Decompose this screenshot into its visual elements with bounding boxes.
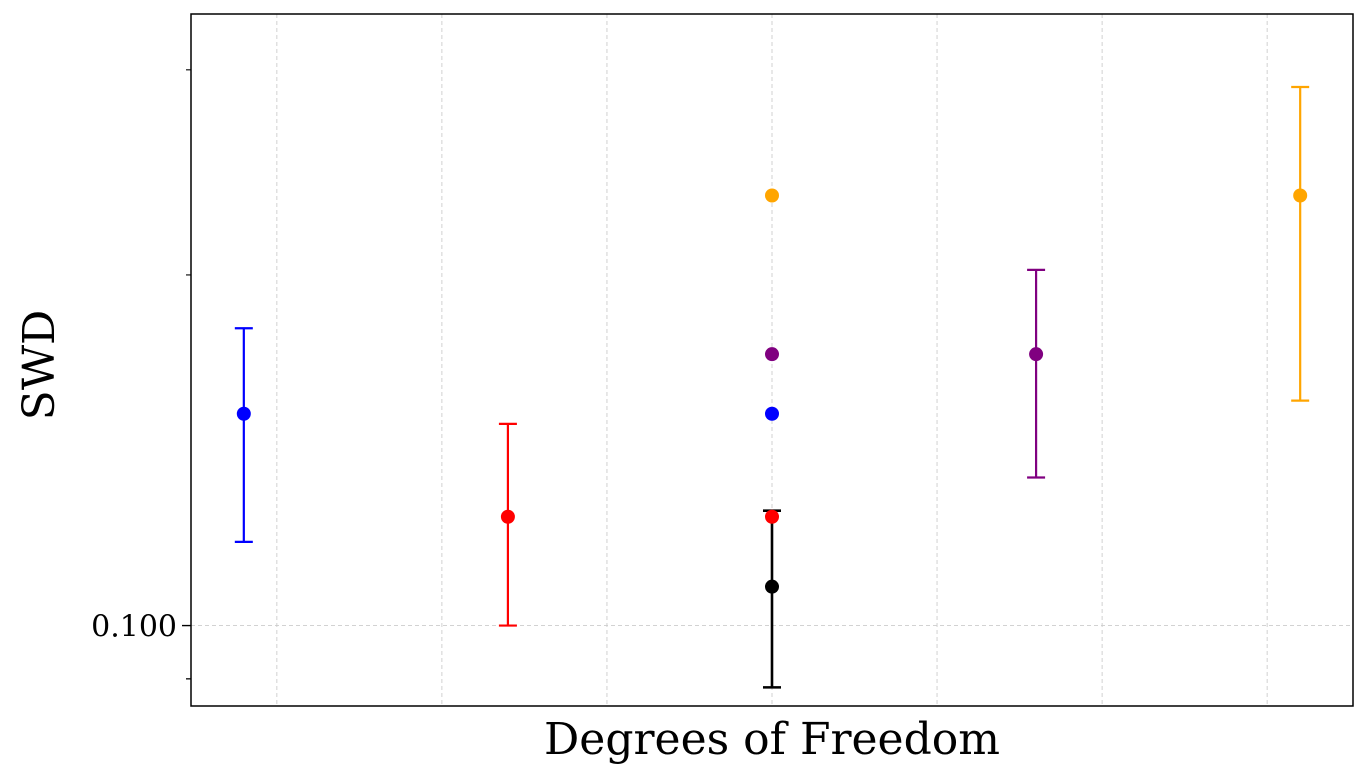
y-axis-label: SWD <box>14 310 65 421</box>
grid <box>191 14 1353 706</box>
data-points <box>236 188 1308 594</box>
y-ticks: 0.100 <box>91 610 191 645</box>
error-bars <box>234 85 1310 689</box>
data-point <box>1029 347 1044 362</box>
y-tick-label: 0.100 <box>91 610 177 645</box>
data-point <box>765 579 779 594</box>
plot-frame <box>190 13 1354 707</box>
y-minor-ticks <box>186 69 191 680</box>
summary-point <box>765 406 779 421</box>
x-axis-label: Degrees of Freedom <box>544 714 1000 765</box>
data-point <box>236 406 251 421</box>
summary-point <box>765 509 779 524</box>
data-point <box>1293 188 1308 203</box>
data-point <box>500 509 515 524</box>
summary-point <box>765 188 779 203</box>
summary-point <box>765 347 779 362</box>
